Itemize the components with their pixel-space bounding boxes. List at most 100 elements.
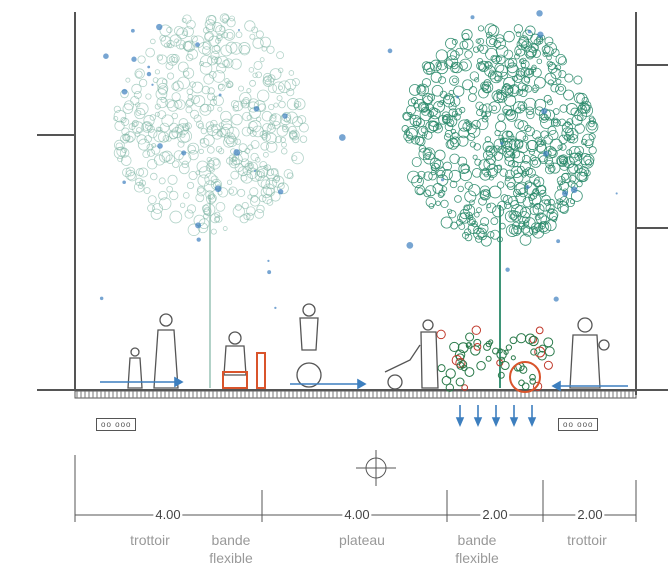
droplet bbox=[500, 142, 503, 145]
foliage bbox=[174, 26, 183, 35]
droplet bbox=[215, 185, 222, 192]
shrub bbox=[437, 330, 445, 338]
foliage bbox=[136, 71, 142, 77]
foliage bbox=[233, 206, 244, 217]
foliage bbox=[199, 167, 210, 178]
shrub bbox=[531, 349, 537, 355]
shrub bbox=[510, 337, 517, 344]
foliage bbox=[254, 61, 262, 69]
foliage bbox=[537, 59, 542, 64]
foliage bbox=[494, 152, 503, 161]
droplet bbox=[282, 113, 288, 119]
foliage bbox=[450, 154, 460, 164]
foliage bbox=[150, 173, 157, 180]
foliage bbox=[211, 229, 216, 234]
foliage bbox=[449, 210, 456, 217]
foliage bbox=[114, 106, 120, 112]
drain-arrow-head bbox=[475, 418, 481, 425]
foliage bbox=[199, 149, 203, 153]
drain-arrow-head bbox=[493, 418, 499, 425]
foliage bbox=[524, 98, 536, 110]
foliage bbox=[116, 143, 123, 150]
foliage bbox=[242, 127, 251, 136]
droplet bbox=[147, 66, 150, 69]
foliage bbox=[255, 209, 264, 218]
foliage bbox=[243, 112, 252, 121]
foliage bbox=[299, 123, 308, 132]
zone-label: trottoir bbox=[547, 531, 627, 549]
droplet bbox=[254, 170, 256, 172]
foliage bbox=[163, 136, 169, 142]
foliage bbox=[204, 74, 214, 84]
foliage bbox=[274, 103, 278, 107]
shrub bbox=[517, 334, 526, 343]
foliage bbox=[263, 152, 268, 157]
foliage bbox=[478, 26, 483, 31]
foliage bbox=[238, 86, 243, 91]
droplet bbox=[505, 267, 509, 271]
foliage bbox=[214, 96, 224, 106]
droplet bbox=[554, 296, 559, 301]
level-marker: oo ooo bbox=[96, 418, 136, 431]
foliage bbox=[498, 114, 505, 121]
foliage bbox=[496, 121, 506, 131]
droplet bbox=[537, 31, 543, 37]
foliage bbox=[232, 114, 243, 125]
droplet bbox=[388, 49, 393, 54]
foliage bbox=[516, 49, 521, 54]
foliage bbox=[454, 86, 464, 96]
foliage bbox=[236, 32, 242, 38]
level-marker: oo ooo bbox=[558, 418, 598, 431]
foliage bbox=[523, 197, 533, 207]
foliage bbox=[132, 84, 142, 94]
foliage bbox=[172, 113, 178, 119]
foliage bbox=[218, 84, 225, 91]
foliage bbox=[172, 161, 179, 168]
droplet bbox=[616, 192, 618, 194]
foliage bbox=[169, 191, 178, 200]
droplet bbox=[131, 29, 135, 33]
foliage bbox=[214, 45, 220, 51]
droplet bbox=[536, 10, 542, 16]
droplet bbox=[195, 42, 200, 47]
foliage bbox=[126, 78, 130, 82]
foliage bbox=[151, 39, 156, 44]
foliage bbox=[159, 178, 165, 184]
foliage bbox=[229, 187, 237, 195]
shrub bbox=[486, 356, 491, 361]
foliage bbox=[504, 50, 513, 59]
droplet bbox=[470, 15, 474, 19]
zone-label: bande flexible bbox=[452, 531, 502, 567]
foliage bbox=[167, 73, 173, 79]
foliage bbox=[300, 136, 307, 143]
street-furniture bbox=[223, 353, 540, 392]
foliage bbox=[253, 38, 263, 48]
foliage bbox=[463, 80, 473, 90]
shrub bbox=[446, 369, 455, 378]
foliage bbox=[223, 227, 227, 231]
foliage bbox=[486, 48, 498, 60]
shrub bbox=[536, 327, 543, 334]
droplet bbox=[131, 57, 136, 62]
foliage bbox=[235, 139, 240, 144]
section-drawing: oo ooo oo ooo 4.00 4.00 2.00 2.00 trotto… bbox=[0, 0, 668, 567]
foliage bbox=[481, 218, 489, 226]
foliage bbox=[180, 203, 185, 208]
shrub bbox=[438, 365, 445, 372]
foliage bbox=[292, 156, 297, 161]
zone-label: bande flexible bbox=[206, 531, 256, 567]
foliage bbox=[212, 45, 220, 53]
foliage bbox=[227, 180, 231, 184]
foliage bbox=[235, 204, 241, 210]
droplet bbox=[278, 189, 283, 194]
foliage bbox=[534, 77, 545, 88]
foliage bbox=[469, 185, 480, 196]
droplet bbox=[543, 151, 549, 157]
foliage bbox=[253, 73, 258, 78]
droplet bbox=[147, 72, 151, 76]
foliage bbox=[216, 202, 225, 211]
foliage bbox=[453, 78, 458, 83]
pavement-strip bbox=[75, 391, 636, 398]
foliage bbox=[432, 85, 443, 96]
foliage bbox=[153, 78, 158, 83]
